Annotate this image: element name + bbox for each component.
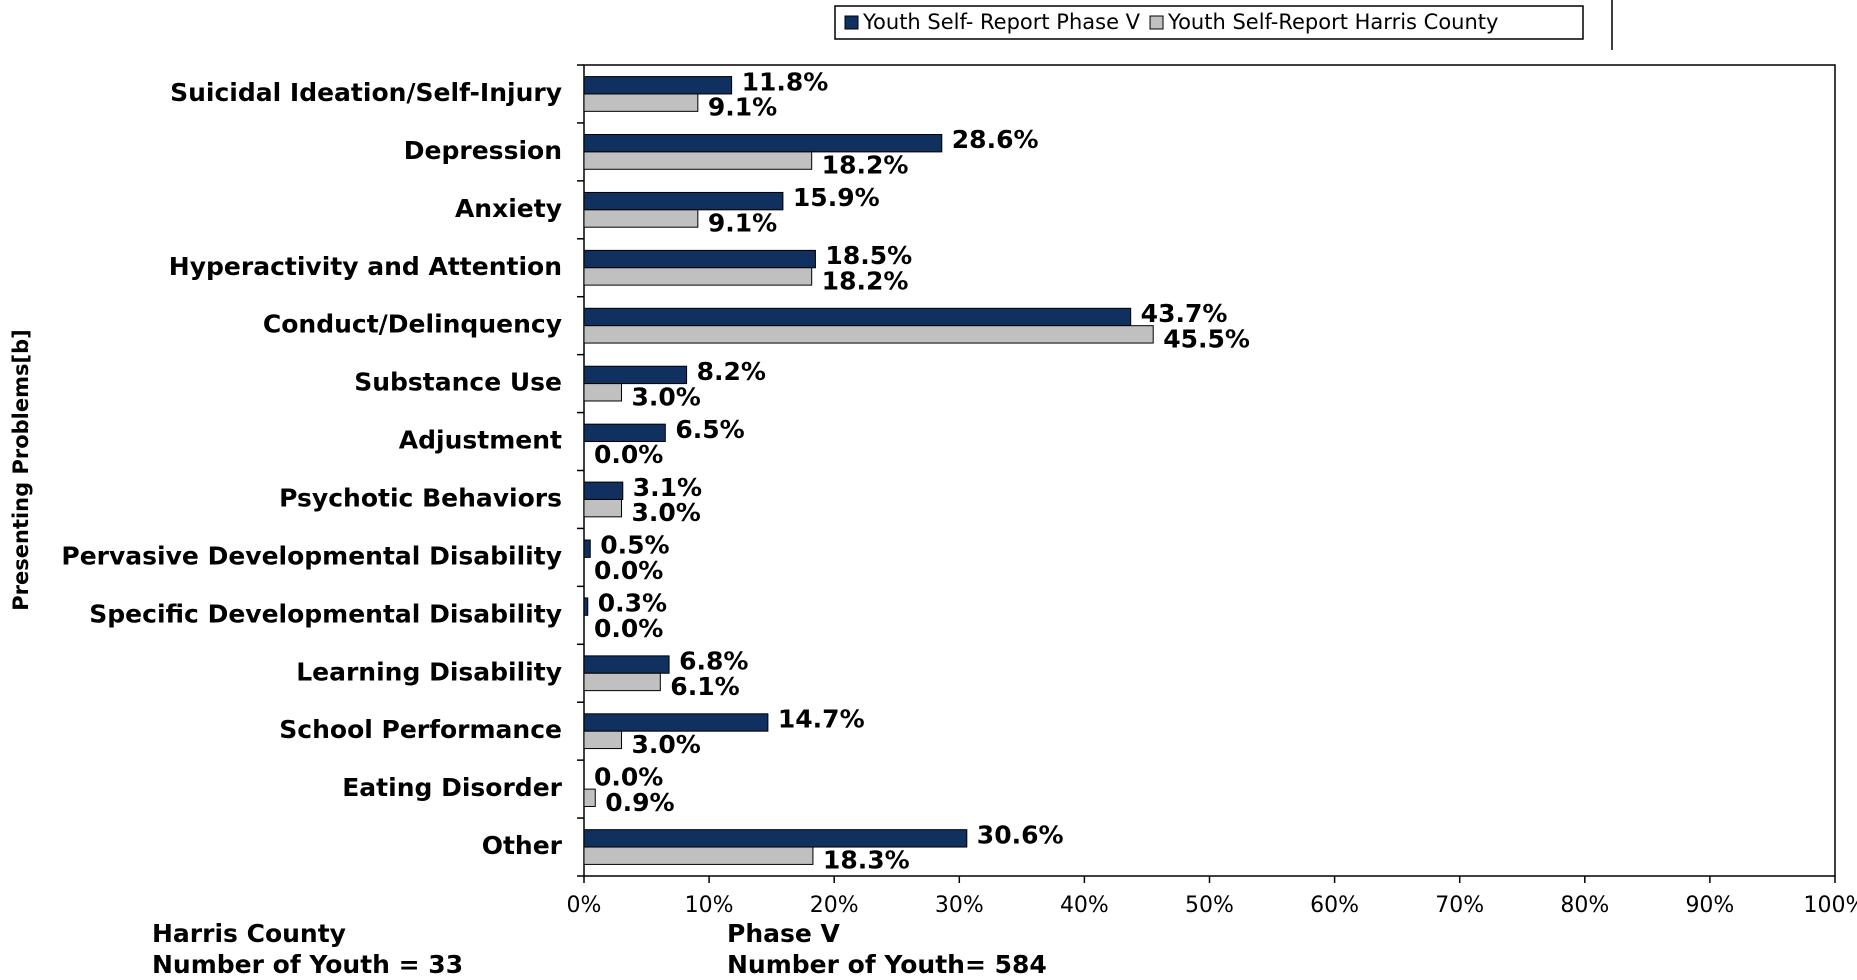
y-tick-label: Eating Disorder [342, 773, 562, 802]
x-tick-label: 50% [1185, 893, 1234, 918]
value-label: 8.2% [697, 357, 766, 386]
value-label: 28.6% [952, 125, 1039, 154]
bar [583, 481, 624, 500]
value-label: 3.0% [632, 498, 701, 527]
x-tick-label: 60% [1310, 893, 1359, 918]
value-label: 3.0% [632, 382, 701, 411]
footer-text: Number of Youth= 584 [727, 950, 1047, 979]
bar [583, 325, 1154, 344]
value-label: 18.2% [822, 151, 909, 180]
x-tick-label: 40% [1060, 893, 1109, 918]
bar [583, 498, 623, 518]
y-tick-label: Depression [404, 136, 562, 165]
value-label: 0.0% [594, 762, 663, 791]
bar [583, 307, 1132, 327]
value-label: 0.0% [594, 440, 663, 469]
footer-text: Phase V [727, 919, 841, 948]
bar [583, 151, 813, 170]
value-label: 11.8% [742, 67, 829, 96]
legend-label: Youth Self-Report Harris County [1167, 10, 1498, 34]
y-tick-label: Pervasive Developmental Disability [61, 541, 562, 570]
bar [583, 209, 699, 228]
value-label: 0.0% [594, 556, 663, 585]
bar [583, 383, 623, 402]
bar [583, 672, 661, 692]
bar [583, 730, 623, 750]
bar [583, 191, 784, 211]
y-tick-label: Suicidal Ideation/Self-Injury [170, 78, 562, 107]
bar [583, 597, 589, 616]
bar [583, 365, 688, 385]
legend-box [834, 5, 1584, 40]
y-tick-label: Adjustment [399, 426, 562, 455]
y-tick-label: Specific Developmental Disability [89, 599, 562, 628]
value-label: 45.5% [1163, 324, 1250, 353]
y-tick-label: School Performance [279, 715, 562, 744]
plot-area [583, 64, 1836, 877]
bar [583, 76, 733, 95]
y-tick-label: Substance Use [354, 368, 562, 397]
bar [583, 134, 943, 153]
bar [583, 539, 591, 558]
x-tick-label: 30% [935, 893, 984, 918]
value-label: 30.6% [977, 820, 1064, 849]
x-tick-label: 10% [685, 893, 734, 918]
value-label: 0.3% [598, 589, 667, 618]
value-label: 9.1% [708, 209, 777, 238]
x-tick-label: 100% [1804, 893, 1857, 918]
y-axis-label: Presenting Problems[b] [9, 329, 33, 610]
bar [583, 713, 769, 732]
footer-text: Number of Youth = 33 [152, 950, 463, 979]
y-tick-label: Learning Disability [296, 657, 562, 686]
value-label: 15.9% [793, 183, 880, 212]
x-tick-label: 20% [810, 893, 859, 918]
y-tick-label: Hyperactivity and Attention [169, 252, 562, 281]
y-tick-label: Other [482, 831, 563, 860]
bar [583, 423, 666, 443]
value-label: 3.0% [632, 730, 701, 759]
bar [583, 93, 699, 112]
value-label: 18.3% [823, 846, 910, 875]
x-tick-label: 90% [1685, 893, 1734, 918]
footer-text: Harris County [152, 919, 346, 948]
bar [583, 829, 968, 848]
value-label: 43.7% [1141, 299, 1228, 328]
value-label: 18.5% [825, 241, 912, 270]
value-label: 0.5% [600, 531, 669, 560]
bar [583, 267, 813, 286]
legend-marker [1149, 15, 1164, 30]
x-tick-label: 0% [567, 893, 602, 918]
legend-marker [844, 15, 859, 30]
bar [583, 788, 596, 807]
y-tick-label: Anxiety [455, 194, 562, 223]
value-label: 6.5% [675, 415, 744, 444]
value-label: 3.1% [633, 473, 702, 502]
y-tick-label: Conduct/Delinquency [263, 310, 562, 339]
bar [583, 655, 670, 674]
y-tick-label: Psychotic Behaviors [279, 483, 562, 512]
bar [583, 249, 816, 269]
value-label: 6.1% [670, 672, 739, 701]
value-label: 6.8% [679, 647, 748, 676]
value-label: 0.9% [605, 788, 674, 817]
legend-label: Youth Self- Report Phase V [862, 10, 1141, 34]
bar [583, 846, 814, 865]
x-tick-label: 80% [1560, 893, 1609, 918]
value-label: 9.1% [708, 93, 777, 122]
x-tick-label: 70% [1435, 893, 1484, 918]
value-label: 14.7% [778, 704, 865, 733]
value-label: 0.0% [594, 614, 663, 643]
value-label: 18.2% [822, 266, 909, 295]
